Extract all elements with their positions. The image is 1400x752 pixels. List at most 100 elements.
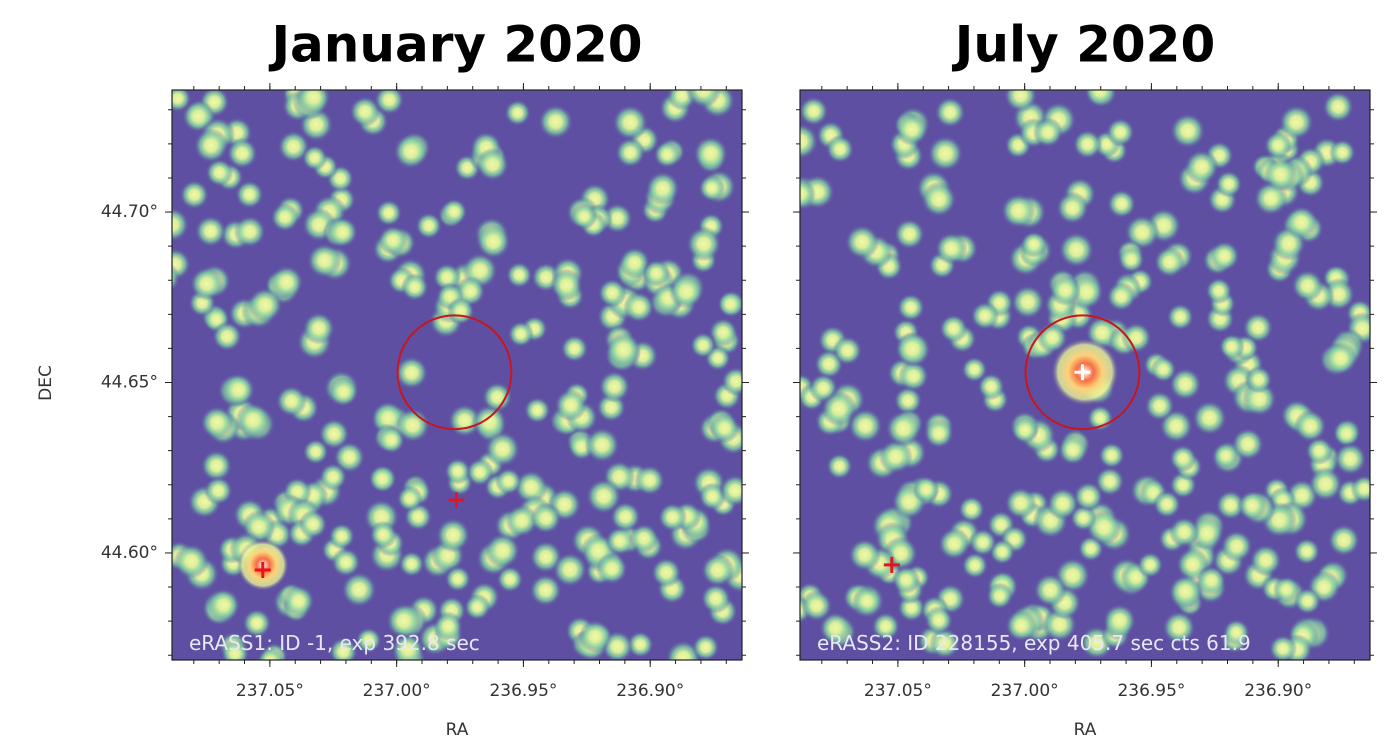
photon-blob xyxy=(719,474,742,507)
photon-blob xyxy=(891,565,921,595)
photon-blob xyxy=(1032,117,1063,148)
photon-blob xyxy=(1215,170,1243,198)
photon-blob xyxy=(970,301,1000,331)
photon-blob xyxy=(306,243,342,279)
photon-blob xyxy=(893,218,925,250)
position-marker xyxy=(1074,364,1091,381)
photon-blob xyxy=(377,225,408,256)
photon-blob xyxy=(1220,530,1253,563)
photon-blob xyxy=(415,212,443,240)
photon-blob xyxy=(938,314,968,344)
photon-blob xyxy=(605,526,635,556)
photon-blob xyxy=(595,552,628,585)
photon-blob xyxy=(800,589,833,622)
panel: 237.05° 237.00° 236.95° 236.90° July 2020 eRA… xyxy=(793,16,1377,740)
photon-blob xyxy=(374,90,405,115)
photon-blob xyxy=(1168,367,1202,401)
source-region xyxy=(396,314,513,431)
photon-blob xyxy=(708,317,738,348)
photon-blob xyxy=(205,158,234,187)
count-map xyxy=(172,90,742,660)
photon-blob xyxy=(482,381,513,413)
photon-blob xyxy=(1144,390,1175,422)
photon-blob xyxy=(302,438,329,465)
photon-blob xyxy=(301,144,328,171)
x-axis-label: RA xyxy=(1074,720,1097,740)
photon-blob xyxy=(529,574,562,607)
photon-blob xyxy=(1084,90,1116,107)
photon-blob xyxy=(1209,240,1240,272)
photon-blob xyxy=(1120,322,1152,354)
y-tick-label: 44.60° xyxy=(101,543,158,563)
photon-blob xyxy=(369,520,398,549)
photon-blob xyxy=(898,360,929,392)
photon-blob xyxy=(341,571,377,608)
photon-blob xyxy=(1350,474,1370,503)
photon-blob xyxy=(179,179,210,210)
photon-blob xyxy=(1000,193,1036,229)
photon-blob xyxy=(977,372,1005,401)
position-marker xyxy=(254,562,271,578)
panel-title: July 2020 xyxy=(952,16,1216,74)
photon-blob xyxy=(1332,420,1360,448)
photon-blob xyxy=(852,586,882,617)
photon-blob xyxy=(1020,230,1048,258)
photon-blob xyxy=(1010,285,1045,320)
x-tick-label: 236.95° xyxy=(489,681,557,701)
photon-blob xyxy=(221,373,256,407)
photon-blob xyxy=(986,582,1014,610)
photon-blob xyxy=(212,321,243,352)
photon-blob xyxy=(800,178,816,209)
photon-blob xyxy=(825,134,855,164)
photon-blob xyxy=(1170,113,1206,149)
photon-blob xyxy=(878,439,913,474)
photon-blob xyxy=(172,207,190,242)
photon-blob xyxy=(924,605,954,635)
photon-blob xyxy=(275,385,308,417)
photon-blob xyxy=(1105,117,1135,147)
photon-blob xyxy=(1293,587,1322,615)
photon-blob xyxy=(800,123,819,160)
photon-blob xyxy=(968,528,997,557)
photon-blob xyxy=(693,135,729,171)
photon-blob xyxy=(1272,576,1300,604)
photon-blob xyxy=(1098,441,1126,469)
photon-blob xyxy=(331,547,361,578)
photon-blob xyxy=(200,449,233,482)
photon-blob xyxy=(550,268,583,302)
photon-blob xyxy=(871,611,901,641)
photon-blob xyxy=(1244,365,1273,394)
photon-blob xyxy=(1284,205,1319,239)
photon-blob xyxy=(328,637,358,660)
photon-blob xyxy=(296,90,331,115)
photon-blob xyxy=(391,633,424,660)
photon-blob xyxy=(585,478,622,515)
photon-blob xyxy=(844,224,880,260)
photon-blob xyxy=(514,470,549,505)
photon-blob xyxy=(1324,341,1358,375)
photon-blob xyxy=(1033,573,1068,607)
x-tick-label: 236.90° xyxy=(1244,681,1312,701)
photon-blob xyxy=(1218,333,1245,360)
photon-blob xyxy=(203,476,233,506)
y-tick-label: 44.70° xyxy=(101,202,158,222)
photon-blob xyxy=(819,611,852,645)
photon-blob xyxy=(1263,131,1292,160)
photon-blob xyxy=(554,388,588,422)
photon-blob xyxy=(485,533,521,569)
photon-blob xyxy=(507,320,534,348)
photon-blob xyxy=(1327,523,1361,557)
photon-blob xyxy=(1056,191,1089,225)
photon-blob xyxy=(1094,466,1125,497)
photon-blob xyxy=(686,226,722,262)
photon-blob xyxy=(685,90,722,108)
photon-blob xyxy=(1212,442,1239,469)
photon-blob xyxy=(494,467,523,495)
photon-blob xyxy=(193,128,229,163)
photon-blob xyxy=(1011,416,1039,444)
photon-blob xyxy=(538,104,574,140)
photon-blob xyxy=(847,408,883,444)
photon-blob xyxy=(800,96,829,126)
axes-frame xyxy=(799,89,1371,661)
photon-blob xyxy=(826,452,853,480)
